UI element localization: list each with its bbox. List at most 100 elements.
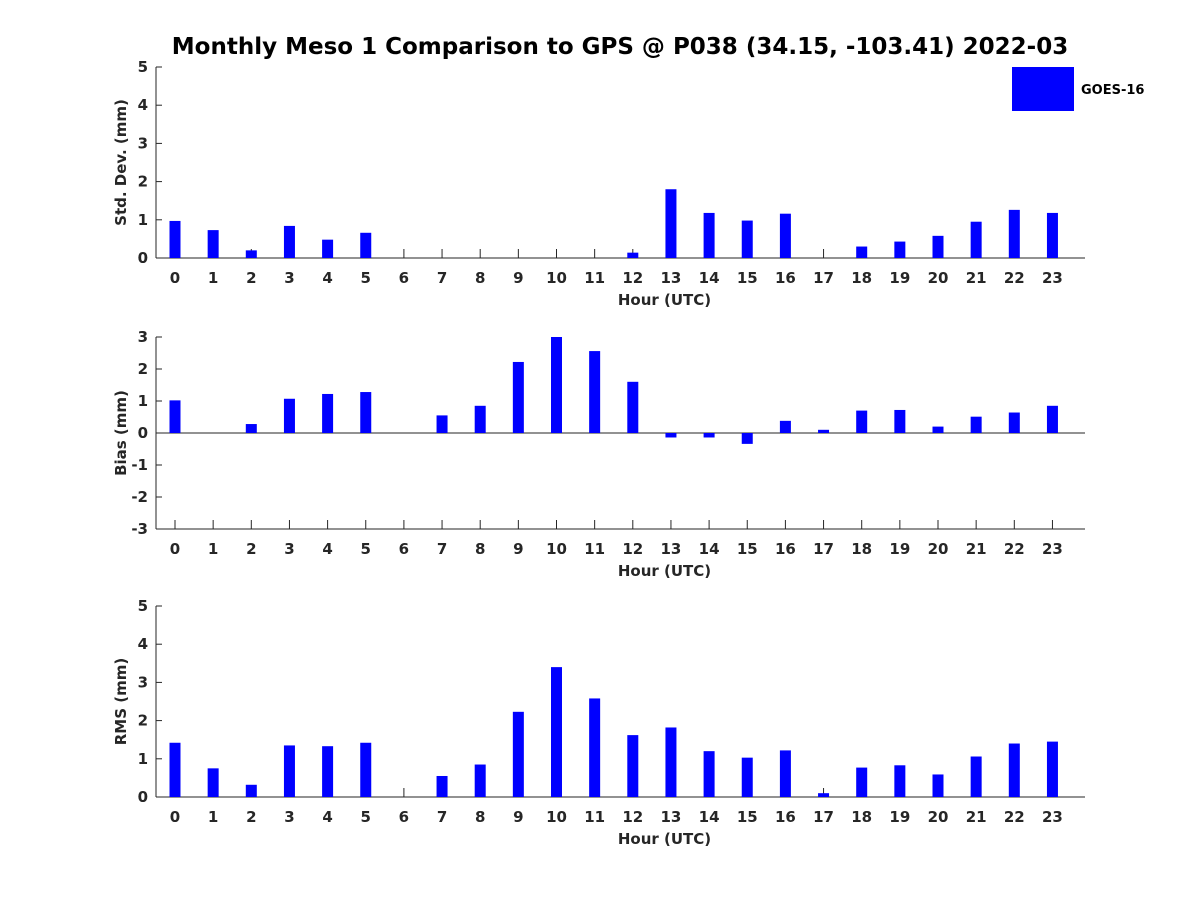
x-tick-label: 13 bbox=[661, 808, 682, 826]
bar bbox=[283, 225, 295, 258]
legend-label: GOES-16 bbox=[1081, 83, 1144, 98]
chart-title: Monthly Meso 1 Comparison to GPS @ P038 … bbox=[172, 34, 1068, 60]
x-tick-label: 1 bbox=[208, 808, 218, 826]
y-tick-label: 2 bbox=[138, 360, 148, 378]
x-tick-label: 12 bbox=[622, 269, 643, 287]
y-axis-label: Bias (mm) bbox=[112, 390, 130, 476]
bar bbox=[703, 433, 715, 438]
x-tick-label: 10 bbox=[546, 269, 567, 287]
y-tick-label: 2 bbox=[138, 712, 148, 730]
x-tick-label: 8 bbox=[475, 540, 485, 558]
bar bbox=[1046, 405, 1058, 433]
y-tick-label: 0 bbox=[138, 249, 148, 267]
x-tick-label: 22 bbox=[1004, 269, 1025, 287]
y-tick-label: 3 bbox=[138, 328, 148, 346]
x-tick-label: 3 bbox=[284, 540, 294, 558]
bar bbox=[283, 745, 295, 797]
x-tick-label: 12 bbox=[622, 540, 643, 558]
x-tick-label: 23 bbox=[1042, 269, 1063, 287]
bar bbox=[169, 220, 181, 258]
x-tick-label: 17 bbox=[813, 808, 834, 826]
x-tick-label: 7 bbox=[437, 269, 447, 287]
y-tick-label: 4 bbox=[138, 635, 148, 653]
bar bbox=[627, 381, 639, 433]
bar bbox=[627, 252, 639, 258]
x-tick-label: 0 bbox=[170, 540, 180, 558]
x-tick-label: 7 bbox=[437, 808, 447, 826]
bar bbox=[360, 392, 372, 433]
bar bbox=[818, 793, 830, 797]
x-tick-label: 9 bbox=[513, 808, 523, 826]
x-tick-label: 10 bbox=[546, 540, 567, 558]
x-axis-label: Hour (UTC) bbox=[618, 830, 711, 848]
y-tick-label: 5 bbox=[138, 58, 148, 76]
bar bbox=[894, 241, 906, 258]
x-tick-label: 6 bbox=[399, 269, 409, 287]
bar bbox=[741, 220, 753, 258]
x-tick-label: 4 bbox=[322, 808, 332, 826]
bar bbox=[1008, 412, 1020, 433]
y-tick-label: 2 bbox=[138, 173, 148, 191]
bar bbox=[779, 750, 791, 797]
y-axis-label: RMS (mm) bbox=[112, 658, 130, 745]
y-tick-label: 4 bbox=[138, 96, 148, 114]
x-tick-label: 19 bbox=[889, 808, 910, 826]
bar bbox=[627, 735, 639, 797]
bar bbox=[322, 393, 334, 433]
bar bbox=[512, 361, 524, 433]
x-tick-label: 4 bbox=[322, 540, 332, 558]
bar bbox=[932, 426, 944, 433]
bar bbox=[741, 433, 753, 444]
bar bbox=[169, 742, 181, 797]
bar bbox=[665, 433, 677, 438]
bar bbox=[932, 235, 944, 258]
x-tick-label: 2 bbox=[246, 540, 256, 558]
x-tick-label: 5 bbox=[361, 808, 371, 826]
x-tick-label: 16 bbox=[775, 269, 796, 287]
x-tick-label: 15 bbox=[737, 269, 758, 287]
x-tick-label: 1 bbox=[208, 269, 218, 287]
bar bbox=[245, 250, 257, 258]
x-tick-label: 13 bbox=[661, 540, 682, 558]
x-tick-label: 2 bbox=[246, 808, 256, 826]
bar bbox=[551, 667, 562, 797]
x-tick-label: 12 bbox=[622, 808, 643, 826]
bar bbox=[970, 221, 982, 258]
bar bbox=[856, 246, 868, 258]
x-tick-label: 22 bbox=[1004, 808, 1025, 826]
y-tick-label: 0 bbox=[138, 424, 148, 442]
y-tick-label: 5 bbox=[138, 597, 148, 615]
bar bbox=[512, 711, 524, 797]
x-tick-label: 17 bbox=[813, 540, 834, 558]
y-tick-label: 0 bbox=[138, 788, 148, 806]
x-tick-label: 9 bbox=[513, 269, 523, 287]
x-tick-label: 11 bbox=[584, 540, 605, 558]
x-tick-label: 20 bbox=[928, 269, 949, 287]
bar bbox=[360, 232, 372, 258]
bar bbox=[551, 337, 562, 433]
y-tick-label: 1 bbox=[138, 392, 148, 410]
bar bbox=[665, 727, 677, 797]
x-tick-label: 21 bbox=[966, 269, 987, 287]
bar bbox=[245, 784, 257, 797]
bar bbox=[207, 768, 219, 797]
x-tick-label: 14 bbox=[699, 540, 720, 558]
bar bbox=[856, 767, 868, 797]
y-tick-label: 1 bbox=[138, 750, 148, 768]
bar bbox=[1008, 209, 1020, 258]
bar bbox=[1008, 743, 1020, 797]
x-axis-label: Hour (UTC) bbox=[618, 562, 711, 580]
y-axis-label: Std. Dev. (mm) bbox=[112, 99, 130, 226]
x-tick-label: 23 bbox=[1042, 808, 1063, 826]
bar bbox=[970, 416, 982, 433]
y-tick-label: -3 bbox=[131, 520, 148, 538]
x-tick-label: 10 bbox=[546, 808, 567, 826]
y-tick-label: -1 bbox=[131, 456, 148, 474]
x-tick-label: 17 bbox=[813, 269, 834, 287]
bar bbox=[436, 775, 448, 797]
bar bbox=[665, 189, 677, 258]
